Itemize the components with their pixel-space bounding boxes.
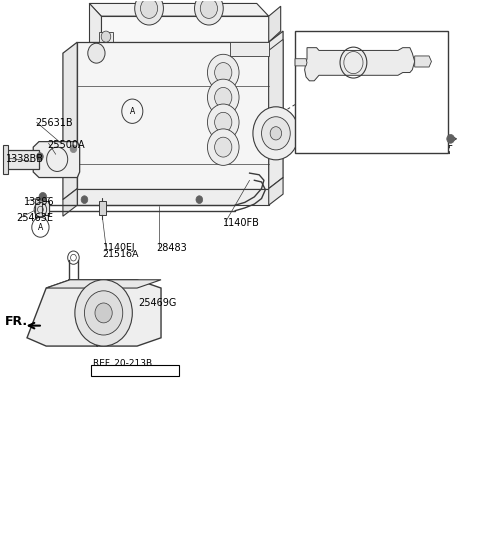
Polygon shape (305, 48, 415, 81)
Polygon shape (269, 177, 283, 205)
Text: REF. 20-213B: REF. 20-213B (93, 358, 152, 368)
Text: 25623R: 25623R (317, 75, 354, 85)
Circle shape (215, 112, 232, 132)
Polygon shape (3, 146, 8, 173)
Polygon shape (35, 198, 42, 217)
Polygon shape (63, 42, 77, 199)
Polygon shape (295, 59, 307, 66)
Text: 25463E: 25463E (16, 213, 53, 223)
Polygon shape (5, 150, 39, 169)
Text: 25469G: 25469G (139, 298, 177, 308)
Circle shape (84, 291, 123, 335)
Polygon shape (89, 3, 269, 16)
Circle shape (141, 0, 157, 18)
Polygon shape (269, 31, 283, 188)
Circle shape (36, 153, 43, 161)
Polygon shape (33, 142, 80, 177)
Text: 1140EJ: 1140EJ (103, 243, 135, 252)
Circle shape (215, 137, 232, 157)
Text: 25600A: 25600A (336, 38, 373, 48)
Circle shape (200, 0, 217, 18)
Circle shape (207, 129, 239, 166)
Text: 28483: 28483 (156, 243, 187, 253)
Text: 1140FZ: 1140FZ (417, 138, 454, 148)
Text: FR.: FR. (4, 315, 28, 328)
Circle shape (101, 31, 111, 42)
Bar (295, 31, 448, 153)
Text: A: A (130, 107, 135, 116)
Polygon shape (46, 280, 161, 288)
Circle shape (39, 192, 47, 201)
Polygon shape (415, 56, 432, 67)
Polygon shape (77, 42, 269, 188)
Text: 13396: 13396 (24, 197, 54, 207)
Circle shape (262, 117, 290, 150)
Circle shape (75, 280, 132, 346)
Circle shape (81, 196, 88, 203)
Circle shape (70, 145, 77, 153)
Circle shape (270, 127, 282, 140)
Polygon shape (269, 6, 281, 42)
Polygon shape (99, 201, 106, 215)
Text: 25500A: 25500A (48, 140, 85, 150)
Circle shape (215, 88, 232, 107)
Circle shape (194, 0, 223, 25)
Circle shape (95, 303, 112, 323)
Polygon shape (230, 42, 269, 56)
Polygon shape (63, 188, 77, 216)
Circle shape (135, 0, 163, 25)
Polygon shape (27, 280, 161, 346)
Polygon shape (77, 188, 269, 205)
Text: 1338BB: 1338BB (5, 155, 44, 165)
Polygon shape (101, 16, 269, 42)
Circle shape (207, 79, 239, 116)
Polygon shape (89, 3, 101, 42)
Text: 1140FB: 1140FB (223, 218, 260, 228)
Polygon shape (41, 201, 48, 215)
Circle shape (207, 54, 239, 91)
Circle shape (207, 104, 239, 141)
Circle shape (215, 63, 232, 83)
Circle shape (447, 135, 455, 143)
Circle shape (196, 196, 203, 203)
Bar (91, 366, 179, 377)
Polygon shape (269, 39, 283, 156)
Circle shape (253, 107, 299, 160)
Text: 39220G: 39220G (298, 114, 336, 124)
Text: A: A (38, 223, 43, 232)
Text: 21516A: 21516A (103, 250, 139, 259)
Circle shape (88, 43, 105, 63)
Polygon shape (99, 32, 113, 42)
Text: 25631B: 25631B (35, 119, 73, 129)
